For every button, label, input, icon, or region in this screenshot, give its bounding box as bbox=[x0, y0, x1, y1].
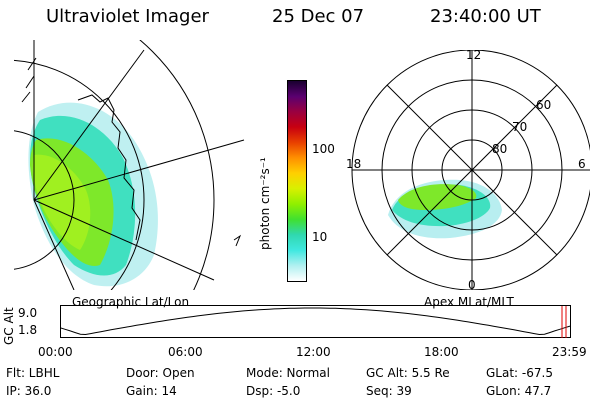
timeline-xtick-0000: 00:00 bbox=[38, 345, 73, 359]
timeline-ytick-top: 9.0 bbox=[18, 306, 38, 320]
gc-alt-info: GC Alt: 5.5 Re bbox=[366, 366, 450, 380]
magnetic-polar-plot bbox=[351, 50, 590, 290]
mlat-label-80: 80 bbox=[492, 142, 508, 156]
timeline-xtick-0600: 06:00 bbox=[168, 345, 203, 359]
door-info: Door: Open bbox=[126, 366, 195, 380]
color-scale-bar bbox=[287, 80, 307, 282]
mlt-label-12: 12 bbox=[466, 48, 482, 62]
instrument-title: Ultraviolet Imager bbox=[46, 6, 209, 27]
altitude-timeline-plot bbox=[60, 305, 571, 338]
filter-info: Flt: LBHL bbox=[6, 366, 60, 380]
mode-info: Mode: Normal bbox=[246, 366, 330, 380]
dsp-info: Dsp: -5.0 bbox=[246, 384, 301, 398]
seq-info: Seq: 39 bbox=[366, 384, 412, 398]
mlt-label-0: 0 bbox=[468, 278, 476, 292]
ip-info: IP: 36.0 bbox=[6, 384, 52, 398]
mlat-label-70: 70 bbox=[512, 120, 528, 134]
timeline-ytick-bottom: 1.8 bbox=[18, 323, 38, 337]
glon-info: GLon: 47.7 bbox=[486, 384, 552, 398]
mlt-label-6: 6 bbox=[578, 157, 586, 171]
date-label: 25 Dec 07 bbox=[272, 6, 365, 27]
time-label: 23:40:00 UT bbox=[430, 6, 541, 27]
geographic-map-panel bbox=[14, 40, 245, 290]
timeline-axis-label: GC Alt bbox=[2, 307, 16, 345]
colorbar-tick-10: 10 bbox=[312, 230, 328, 244]
colorbar-unit-label: photon cm⁻²s⁻¹ bbox=[258, 157, 272, 250]
gain-info: Gain: 14 bbox=[126, 384, 177, 398]
mlt-label-18: 18 bbox=[346, 157, 362, 171]
mlat-label-60: 60 bbox=[536, 98, 552, 112]
timeline-xtick-1800: 18:00 bbox=[424, 345, 459, 359]
glat-info: GLat: -67.5 bbox=[486, 366, 553, 380]
colorbar-tick-100: 100 bbox=[312, 142, 335, 156]
timeline-xtick-1200: 12:00 bbox=[296, 345, 331, 359]
timeline-xtick-2359: 23:59 bbox=[552, 345, 587, 359]
